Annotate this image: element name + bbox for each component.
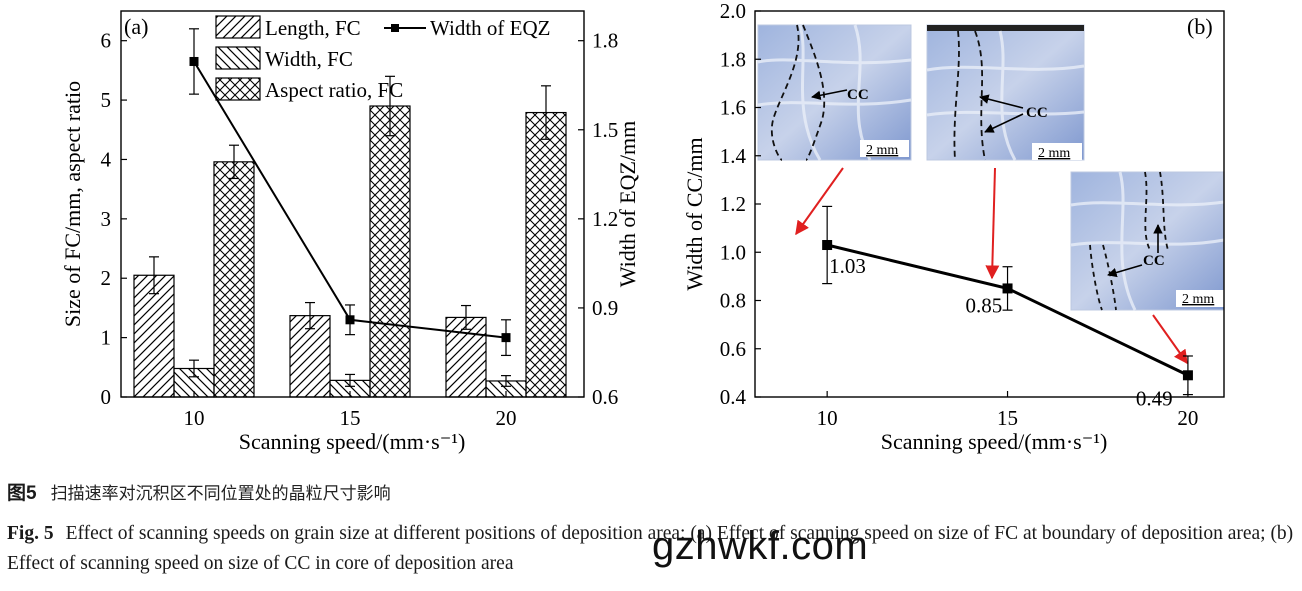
panel-b: CC 2 mm CC 2 mm CC 2 mm	[682, 0, 1225, 454]
error-bar-0-2	[461, 304, 471, 330]
legend-label-width: Width, FC	[265, 47, 353, 71]
cc-data-label: 0.49	[1136, 386, 1173, 410]
red-arrow-1	[795, 167, 844, 236]
caption-cn-text: 扫描速率对沉积区不同位置处的晶粒尺寸影响	[50, 484, 391, 504]
figure: 0 1 2 3 4 5 6 0.6 0.9 1.2 1.5 1.8 10 15 20 Size of FC/…	[60, 0, 1225, 454]
panel-a-legend: Length, FC Width, FC Aspect ratio, FC Wi…	[215, 15, 550, 102]
y-tick-label: 1.8	[720, 47, 746, 71]
watermark: gzhwkf.com	[652, 524, 869, 568]
legend-swatch-aspect	[215, 77, 261, 101]
error-bar-0-0	[149, 256, 159, 295]
y-right-tick-label: 0.6	[592, 385, 618, 409]
inset-1-scale: 2 mm	[866, 143, 898, 158]
cc-point-20	[1182, 370, 1193, 381]
y-tick-label: 0	[101, 385, 112, 409]
x-tick-label: 15	[340, 406, 361, 430]
x-tick-label: 20	[496, 406, 517, 430]
legend-swatch-width	[215, 46, 261, 70]
micrograph-inset-2: CC 2 mm	[926, 24, 1085, 161]
panel-b-y-axis-label: Width of CC/mm	[682, 137, 707, 290]
panel-a-x-axis-label: Scanning speed/(mm·s⁻¹)	[239, 429, 466, 454]
legend-label-aspect: Aspect ratio, FC	[265, 78, 403, 102]
panel-b-label: (b)	[1187, 14, 1213, 39]
caption-en-label: Fig. 5	[7, 523, 54, 544]
eqz-point-10	[189, 56, 199, 66]
error-bar-0-1	[305, 301, 315, 330]
eqz-point-15	[345, 315, 355, 325]
panel-a-label: (a)	[124, 14, 148, 39]
red-arrow-3	[1152, 314, 1188, 365]
error-bar-2-2	[541, 85, 551, 140]
eqz-point-20	[501, 333, 511, 343]
legend-swatch-length	[215, 15, 261, 39]
bar-aspect-ratio-fc-15	[369, 105, 411, 398]
y-tick-label: 1.6	[720, 96, 746, 120]
legend-label-length: Length, FC	[265, 16, 361, 40]
caption-cn-label: 图5	[7, 483, 37, 504]
y-tick-label: 3	[101, 207, 112, 231]
cc-point-10	[822, 240, 833, 251]
error-bar-1-0	[189, 359, 199, 378]
micrograph-inset-3: CC 2 mm	[1070, 171, 1225, 311]
x-tick-label: 20	[1177, 406, 1198, 430]
red-arrow-2	[985, 167, 1000, 280]
y-tick-label: 0.6	[720, 337, 746, 361]
y-tick-label: 2.0	[720, 0, 746, 23]
panel-a-frame	[120, 10, 585, 398]
bar-aspect-ratio-fc-10	[213, 161, 255, 398]
error-bar-2-0	[229, 144, 239, 180]
figure-caption-english: Fig. 5 Effect of scanning speeds on grain…	[7, 519, 1299, 579]
micrograph-inset-1: CC 2 mm	[757, 24, 912, 161]
y-right-tick-label: 0.9	[592, 296, 618, 320]
y-right-tick-label: 1.5	[592, 118, 618, 142]
y-tick-label: 1.4	[720, 144, 747, 168]
legend-label-eqz: Width of EQZ	[430, 16, 550, 40]
panel-a-y-axis-right-label: Width of EQZ/mm	[615, 121, 640, 288]
y-tick-label: 5	[101, 88, 112, 112]
panel-a-y-axis-label: Size of FC/mm, aspect ratio	[60, 81, 85, 327]
error-bar-2-1	[385, 75, 395, 137]
x-tick-label: 10	[184, 406, 205, 430]
caption-en-text: Effect of scanning speeds on grain size …	[7, 523, 1294, 574]
bar-aspect-ratio-fc-20	[525, 111, 567, 398]
legend-marker-eqz	[391, 24, 399, 32]
inset-1-cc-label: CC	[847, 87, 869, 103]
y-tick-label: 4	[101, 147, 112, 171]
cc-point-15	[1002, 283, 1013, 294]
y-tick-label: 1.0	[720, 240, 746, 264]
cc-data-label: 0.85	[966, 293, 1003, 317]
y-right-tick-label: 1.8	[592, 29, 618, 53]
y-tick-label: 1	[101, 326, 112, 350]
inset-2-cc-label: CC	[1026, 105, 1048, 121]
cc-data-label: 1.03	[829, 254, 866, 278]
inset-3-cc-label: CC	[1143, 253, 1165, 269]
panel-a: 0 1 2 3 4 5 6 0.6 0.9 1.2 1.5 1.8 10 15 20 Size of FC/…	[60, 10, 640, 454]
error-bar-1-2	[501, 375, 511, 387]
inset-2-scale: 2 mm	[1038, 146, 1070, 161]
figure-caption-chinese: 图5 扫描速率对沉积区不同位置处的晶粒尺寸影响	[7, 478, 391, 505]
inset-3-scale: 2 mm	[1182, 292, 1214, 307]
y-right-tick-label: 1.2	[592, 207, 618, 231]
y-tick-label: 0.8	[720, 289, 746, 313]
x-tick-label: 15	[997, 406, 1018, 430]
bar-length-fc-10	[133, 274, 175, 398]
y-tick-label: 0.4	[720, 385, 747, 409]
y-tick-label: 2	[101, 266, 112, 290]
y-tick-label: 1.2	[720, 192, 746, 216]
y-tick-label: 6	[101, 29, 112, 53]
panel-b-x-axis-label: Scanning speed/(mm·s⁻¹)	[881, 429, 1108, 454]
error-bar-1-1	[345, 373, 355, 387]
x-tick-label: 10	[817, 406, 838, 430]
